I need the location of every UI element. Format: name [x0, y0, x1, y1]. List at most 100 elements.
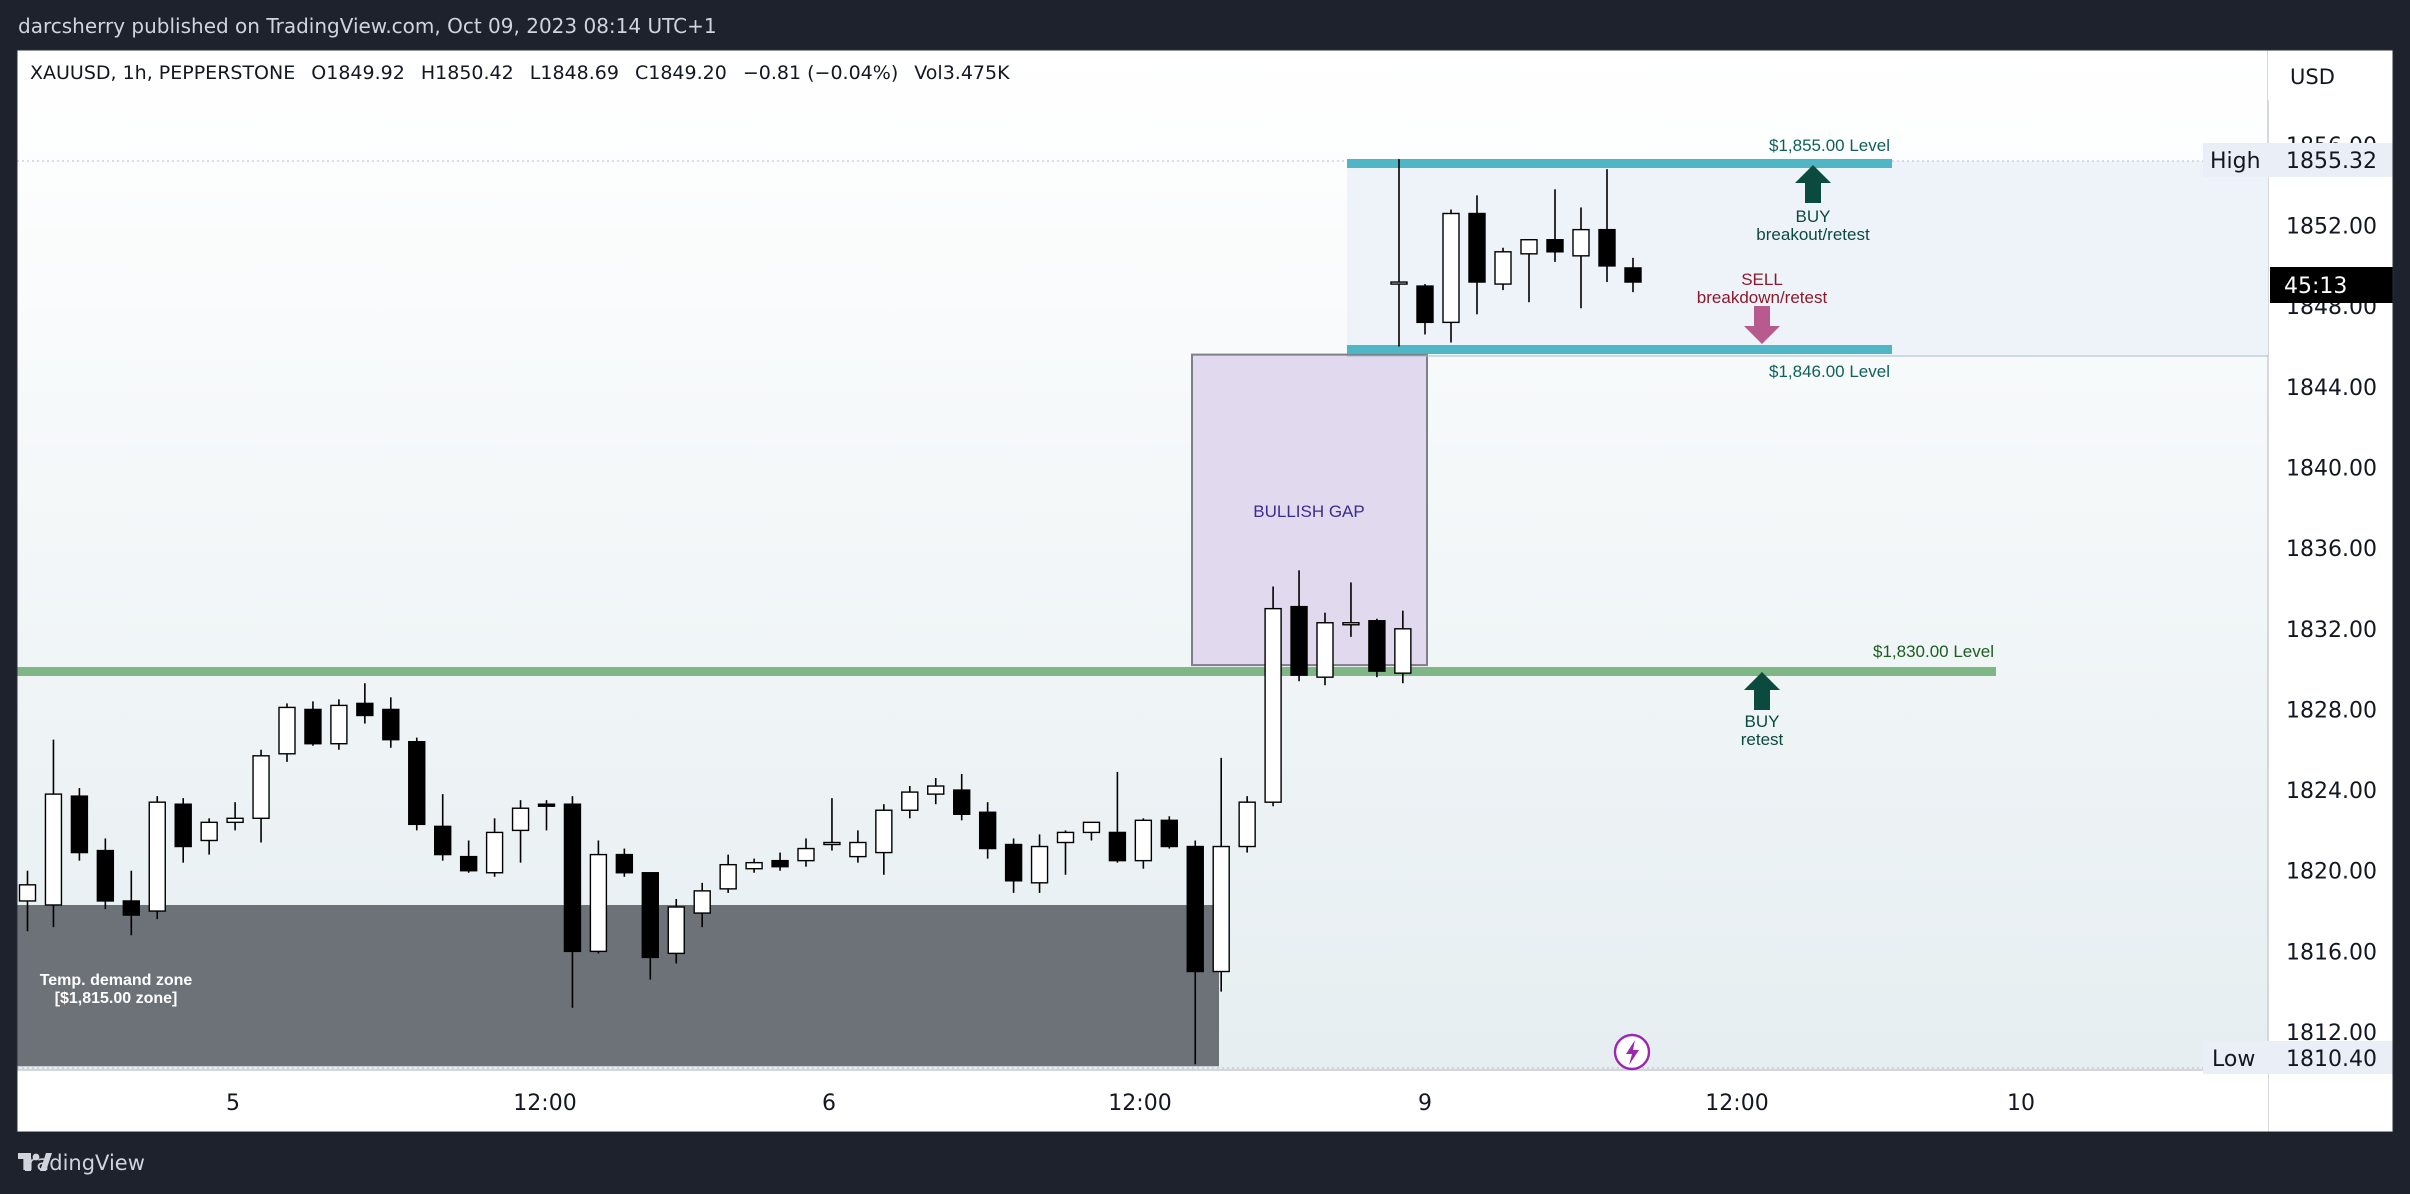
candle-body — [1442, 212, 1460, 324]
candle-body — [615, 853, 634, 874]
candle-body — [927, 785, 945, 795]
currency-label: USD — [2290, 65, 2335, 89]
price-tick-label: 1836.00 — [2286, 537, 2377, 562]
candle-body — [641, 872, 659, 959]
candle-body — [953, 789, 971, 815]
level-line-1855 — [1347, 159, 1892, 168]
candle-body — [1108, 831, 1127, 862]
demand-zone-label: Temp. demand zone — [40, 972, 193, 989]
candle-body — [901, 791, 919, 811]
price-tick-label: 1828.00 — [2286, 698, 2377, 723]
candle-body — [1030, 845, 1049, 884]
candle-body — [823, 841, 841, 846]
price-tick-label: 1840.00 — [2286, 457, 2377, 482]
high-badge-label: High — [2210, 149, 2261, 174]
bullish-gap-box — [1191, 353, 1428, 667]
low-badge — [2203, 1041, 2393, 1074]
candle-body — [485, 831, 504, 874]
candle-body — [174, 803, 192, 848]
legend-low: L1848.69 — [529, 62, 619, 84]
sell-breakdown-sublabel: breakdown/retest — [1697, 288, 1828, 307]
level-line-1830 — [17, 667, 1996, 676]
candle-body — [1624, 267, 1642, 283]
time-tick-label: 10 — [2007, 1091, 2035, 1116]
sell-arrow-icon — [1744, 306, 1780, 344]
candle-body — [1264, 607, 1282, 803]
publish-info: darcsherry published on TradingView.com,… — [18, 14, 717, 38]
candle-body — [978, 811, 997, 850]
candle-body — [356, 702, 374, 717]
time-tick-label: 12:00 — [1108, 1091, 1171, 1116]
tradingview-brand[interactable]: TradingView — [18, 1151, 145, 1175]
candle-body — [1394, 628, 1412, 674]
candle-body — [278, 706, 296, 755]
candle-body — [1186, 845, 1204, 973]
candle-body — [771, 859, 789, 868]
price-tick-label: 1816.00 — [2286, 940, 2377, 965]
candle-body — [1390, 281, 1408, 285]
buy-breakout-sublabel: breakout/retest — [1756, 225, 1870, 244]
legend-change: −0.81 (−0.04%) — [742, 62, 899, 84]
legend-symbol: XAUUSD, 1h, PEPPERSTONE — [30, 62, 296, 84]
candle-body — [1082, 821, 1101, 834]
candle-body — [1160, 819, 1179, 848]
candle-body — [1468, 212, 1486, 283]
level-label-1830: $1,830.00 Level — [1873, 642, 1994, 661]
level-label-1855: $1,855.00 Level — [1769, 136, 1890, 155]
price-tick-label: 1852.00 — [2286, 215, 2377, 240]
high-badge-value: 1855.32 — [2286, 149, 2377, 174]
candle-body — [875, 809, 893, 854]
price-tick-label: 1820.00 — [2286, 860, 2377, 885]
time-tick-label: 6 — [822, 1091, 836, 1116]
level-line-1846 — [1347, 345, 1892, 354]
legend-high: H1850.42 — [420, 62, 514, 84]
countdown-label: 45:13 — [2284, 274, 2347, 299]
countdown-badge — [2270, 267, 2393, 303]
candle-body — [96, 849, 115, 902]
candle-body — [511, 807, 530, 832]
time-tick-label: 12:00 — [1705, 1091, 1768, 1116]
candle-body — [330, 704, 348, 745]
candle-body — [745, 861, 763, 870]
buy-retest-arrow-icon — [1744, 672, 1780, 710]
candle-body — [70, 795, 89, 854]
buy-arrow-icon — [1795, 165, 1831, 203]
legend-open: O1849.92 — [311, 62, 405, 84]
candle-body — [304, 708, 322, 745]
candle-body — [18, 884, 37, 902]
candle-body — [1238, 801, 1256, 848]
candle-body — [1212, 845, 1230, 973]
candle-body — [459, 855, 478, 872]
buy-retest-sublabel: retest — [1741, 730, 1784, 749]
buy-breakout-label: BUY — [1796, 207, 1831, 226]
legend-volume: Vol3.475K — [914, 62, 1010, 84]
footer-bar — [0, 1132, 2410, 1194]
candle-body — [589, 853, 608, 953]
candle-body — [252, 755, 270, 820]
time-axis-panel — [17, 1070, 2268, 1132]
candle-body — [1056, 831, 1075, 844]
brand-name: TradingView — [18, 1151, 145, 1175]
candle-body — [563, 803, 582, 953]
candle-body — [1368, 620, 1386, 672]
candle-body — [797, 847, 815, 862]
currency-box[interactable] — [2268, 50, 2393, 100]
candle-body — [226, 817, 244, 824]
candle-body — [1598, 228, 1616, 267]
candle-body — [382, 708, 400, 741]
candle-body — [1342, 622, 1360, 626]
candle-body — [537, 803, 556, 807]
candle-body — [1134, 819, 1153, 862]
candle-body — [1494, 251, 1512, 285]
candle-body — [1520, 239, 1538, 255]
candle-body — [200, 821, 218, 842]
price-tick-label: 1832.00 — [2286, 618, 2377, 643]
price-axis-panel — [2268, 50, 2393, 1132]
candle-body — [1416, 285, 1434, 324]
buy-retest-label: BUY — [1745, 712, 1780, 731]
level-label-1846: $1,846.00 Level — [1769, 362, 1890, 381]
price-tick-label: 1844.00 — [2286, 376, 2377, 401]
candle-body — [122, 900, 141, 916]
candle-body — [719, 863, 737, 890]
